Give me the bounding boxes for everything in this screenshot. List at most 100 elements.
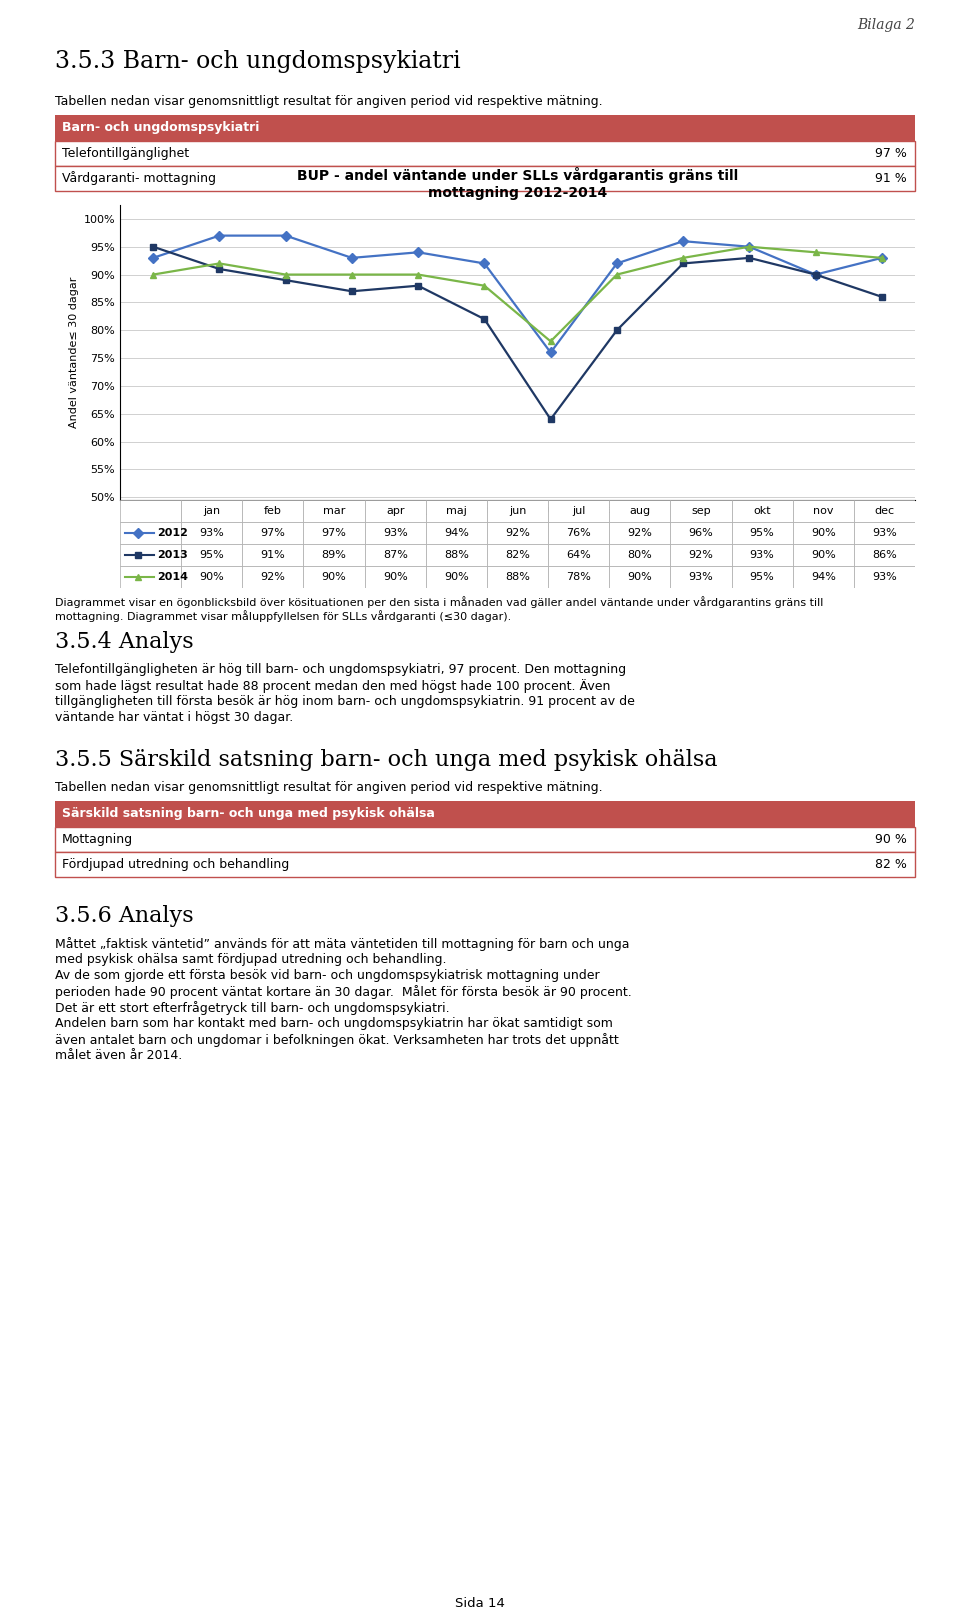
Text: maj: maj <box>445 506 467 516</box>
Bar <box>365 566 426 589</box>
Bar <box>487 543 548 566</box>
Text: 88%: 88% <box>444 550 468 559</box>
Bar <box>793 500 853 522</box>
Bar <box>548 522 610 543</box>
Text: mottagning. Diagrammet visar måluppfyllelsen för SLLs vårdgaranti (≤30 dagar).: mottagning. Diagrammet visar måluppfylle… <box>55 610 512 623</box>
Bar <box>548 500 610 522</box>
Text: Tabellen nedan visar genomsnittligt resultat för angiven period vid respektive m: Tabellen nedan visar genomsnittligt resu… <box>55 95 603 108</box>
Bar <box>242 522 303 543</box>
Text: 82 %: 82 % <box>876 859 907 872</box>
Text: 97%: 97% <box>322 529 347 538</box>
Bar <box>55 115 915 141</box>
Text: 97 %: 97 % <box>876 147 907 160</box>
Bar <box>303 500 365 522</box>
Text: Andelen barn som har kontakt med barn- och ungdomspsykiatrin har ökat samtidigt : Andelen barn som har kontakt med barn- o… <box>55 1017 612 1030</box>
Text: 93%: 93% <box>688 572 713 582</box>
Bar <box>548 566 610 589</box>
Bar <box>55 826 915 852</box>
Bar <box>487 566 548 589</box>
Bar <box>853 500 915 522</box>
Text: 91%: 91% <box>260 550 285 559</box>
Text: 92%: 92% <box>628 529 652 538</box>
Text: Mottagning: Mottagning <box>62 833 133 846</box>
Bar <box>181 543 242 566</box>
Bar <box>610 522 670 543</box>
Text: tillgängligheten till första besök är hög inom barn- och ungdomspsykiatrin. 91 p: tillgängligheten till första besök är hö… <box>55 695 635 708</box>
Bar <box>55 800 915 826</box>
Text: 96%: 96% <box>688 529 713 538</box>
Text: Bilaga 2: Bilaga 2 <box>857 18 915 32</box>
Bar <box>732 522 793 543</box>
Text: 95%: 95% <box>750 572 775 582</box>
Text: 3.5.5 Särskild satsning barn- och unga med psykisk ohälsa: 3.5.5 Särskild satsning barn- och unga m… <box>55 749 717 771</box>
Bar <box>55 167 915 191</box>
Bar <box>426 500 487 522</box>
Text: 90%: 90% <box>322 572 347 582</box>
Text: 3.5.6 Analys: 3.5.6 Analys <box>55 906 194 927</box>
Bar <box>242 543 303 566</box>
Text: 97%: 97% <box>260 529 285 538</box>
Text: 90%: 90% <box>811 550 835 559</box>
Bar <box>365 500 426 522</box>
Text: Fördjupad utredning och behandling: Fördjupad utredning och behandling <box>62 859 289 872</box>
Bar <box>670 522 732 543</box>
Bar <box>610 566 670 589</box>
Text: även antalet barn och ungdomar i befolkningen ökat. Verksamheten har trots det u: även antalet barn och ungdomar i befolkn… <box>55 1033 619 1046</box>
Text: jun: jun <box>509 506 526 516</box>
Text: okt: okt <box>754 506 771 516</box>
Text: som hade lägst resultat hade 88 procent medan den med högst hade 100 procent. Äv: som hade lägst resultat hade 88 procent … <box>55 679 611 694</box>
Bar <box>670 543 732 566</box>
Bar <box>242 566 303 589</box>
Text: 90 %: 90 % <box>876 833 907 846</box>
Bar <box>610 500 670 522</box>
Text: dec: dec <box>875 506 895 516</box>
Text: Av de som gjorde ett första besök vid barn- och ungdomspsykiatrisk mottagning un: Av de som gjorde ett första besök vid ba… <box>55 969 600 982</box>
Text: Barn- och ungdomspsykiatri: Barn- och ungdomspsykiatri <box>62 121 259 134</box>
Text: 87%: 87% <box>383 550 408 559</box>
Bar <box>732 566 793 589</box>
Bar <box>610 543 670 566</box>
Text: 91 %: 91 % <box>876 171 907 184</box>
Text: 90%: 90% <box>200 572 224 582</box>
Bar <box>853 566 915 589</box>
Text: perioden hade 90 procent väntat kortare än 30 dagar.  Målet för första besök är : perioden hade 90 procent väntat kortare … <box>55 985 632 999</box>
Text: aug: aug <box>629 506 650 516</box>
Text: 93%: 93% <box>200 529 224 538</box>
Bar <box>670 500 732 522</box>
Text: 90%: 90% <box>811 529 835 538</box>
Text: 93%: 93% <box>383 529 408 538</box>
Text: 86%: 86% <box>872 550 897 559</box>
Bar <box>487 500 548 522</box>
Text: 88%: 88% <box>505 572 530 582</box>
Text: 3.5.4 Analys: 3.5.4 Analys <box>55 631 194 653</box>
Text: Vårdgaranti- mottagning: Vårdgaranti- mottagning <box>62 171 216 186</box>
Text: 92%: 92% <box>505 529 530 538</box>
Bar <box>426 543 487 566</box>
Bar <box>670 566 732 589</box>
Text: 95%: 95% <box>750 529 775 538</box>
Text: 92%: 92% <box>688 550 713 559</box>
Y-axis label: Andel väntande≤ 30 dagar: Andel väntande≤ 30 dagar <box>69 277 80 429</box>
Text: 90%: 90% <box>628 572 652 582</box>
Bar <box>793 566 853 589</box>
Text: 90%: 90% <box>383 572 408 582</box>
Bar <box>793 543 853 566</box>
Text: med psykisk ohälsa samt fördjupad utredning och behandling.: med psykisk ohälsa samt fördjupad utredn… <box>55 952 446 965</box>
Text: 78%: 78% <box>566 572 591 582</box>
Text: Måttet „faktisk väntetid” används för att mäta väntetiden till mottagning för ba: Måttet „faktisk väntetid” används för at… <box>55 936 630 951</box>
Bar <box>181 566 242 589</box>
Bar <box>120 543 181 566</box>
Text: 90%: 90% <box>444 572 468 582</box>
Text: Telefontillgängligheten är hög till barn- och ungdomspsykiatri, 97 procent. Den : Telefontillgängligheten är hög till barn… <box>55 663 626 676</box>
Bar <box>120 566 181 589</box>
Title: BUP - andel väntande under SLLs vårdgarantis gräns till
mottagning 2012-2014: BUP - andel väntande under SLLs vårdgara… <box>297 168 738 199</box>
Bar <box>853 543 915 566</box>
Bar <box>55 852 915 876</box>
Text: 93%: 93% <box>872 572 897 582</box>
Bar <box>303 566 365 589</box>
Bar <box>365 543 426 566</box>
Text: 92%: 92% <box>260 572 285 582</box>
Text: 93%: 93% <box>750 550 775 559</box>
Text: jan: jan <box>204 506 220 516</box>
Text: 2014: 2014 <box>156 572 188 582</box>
